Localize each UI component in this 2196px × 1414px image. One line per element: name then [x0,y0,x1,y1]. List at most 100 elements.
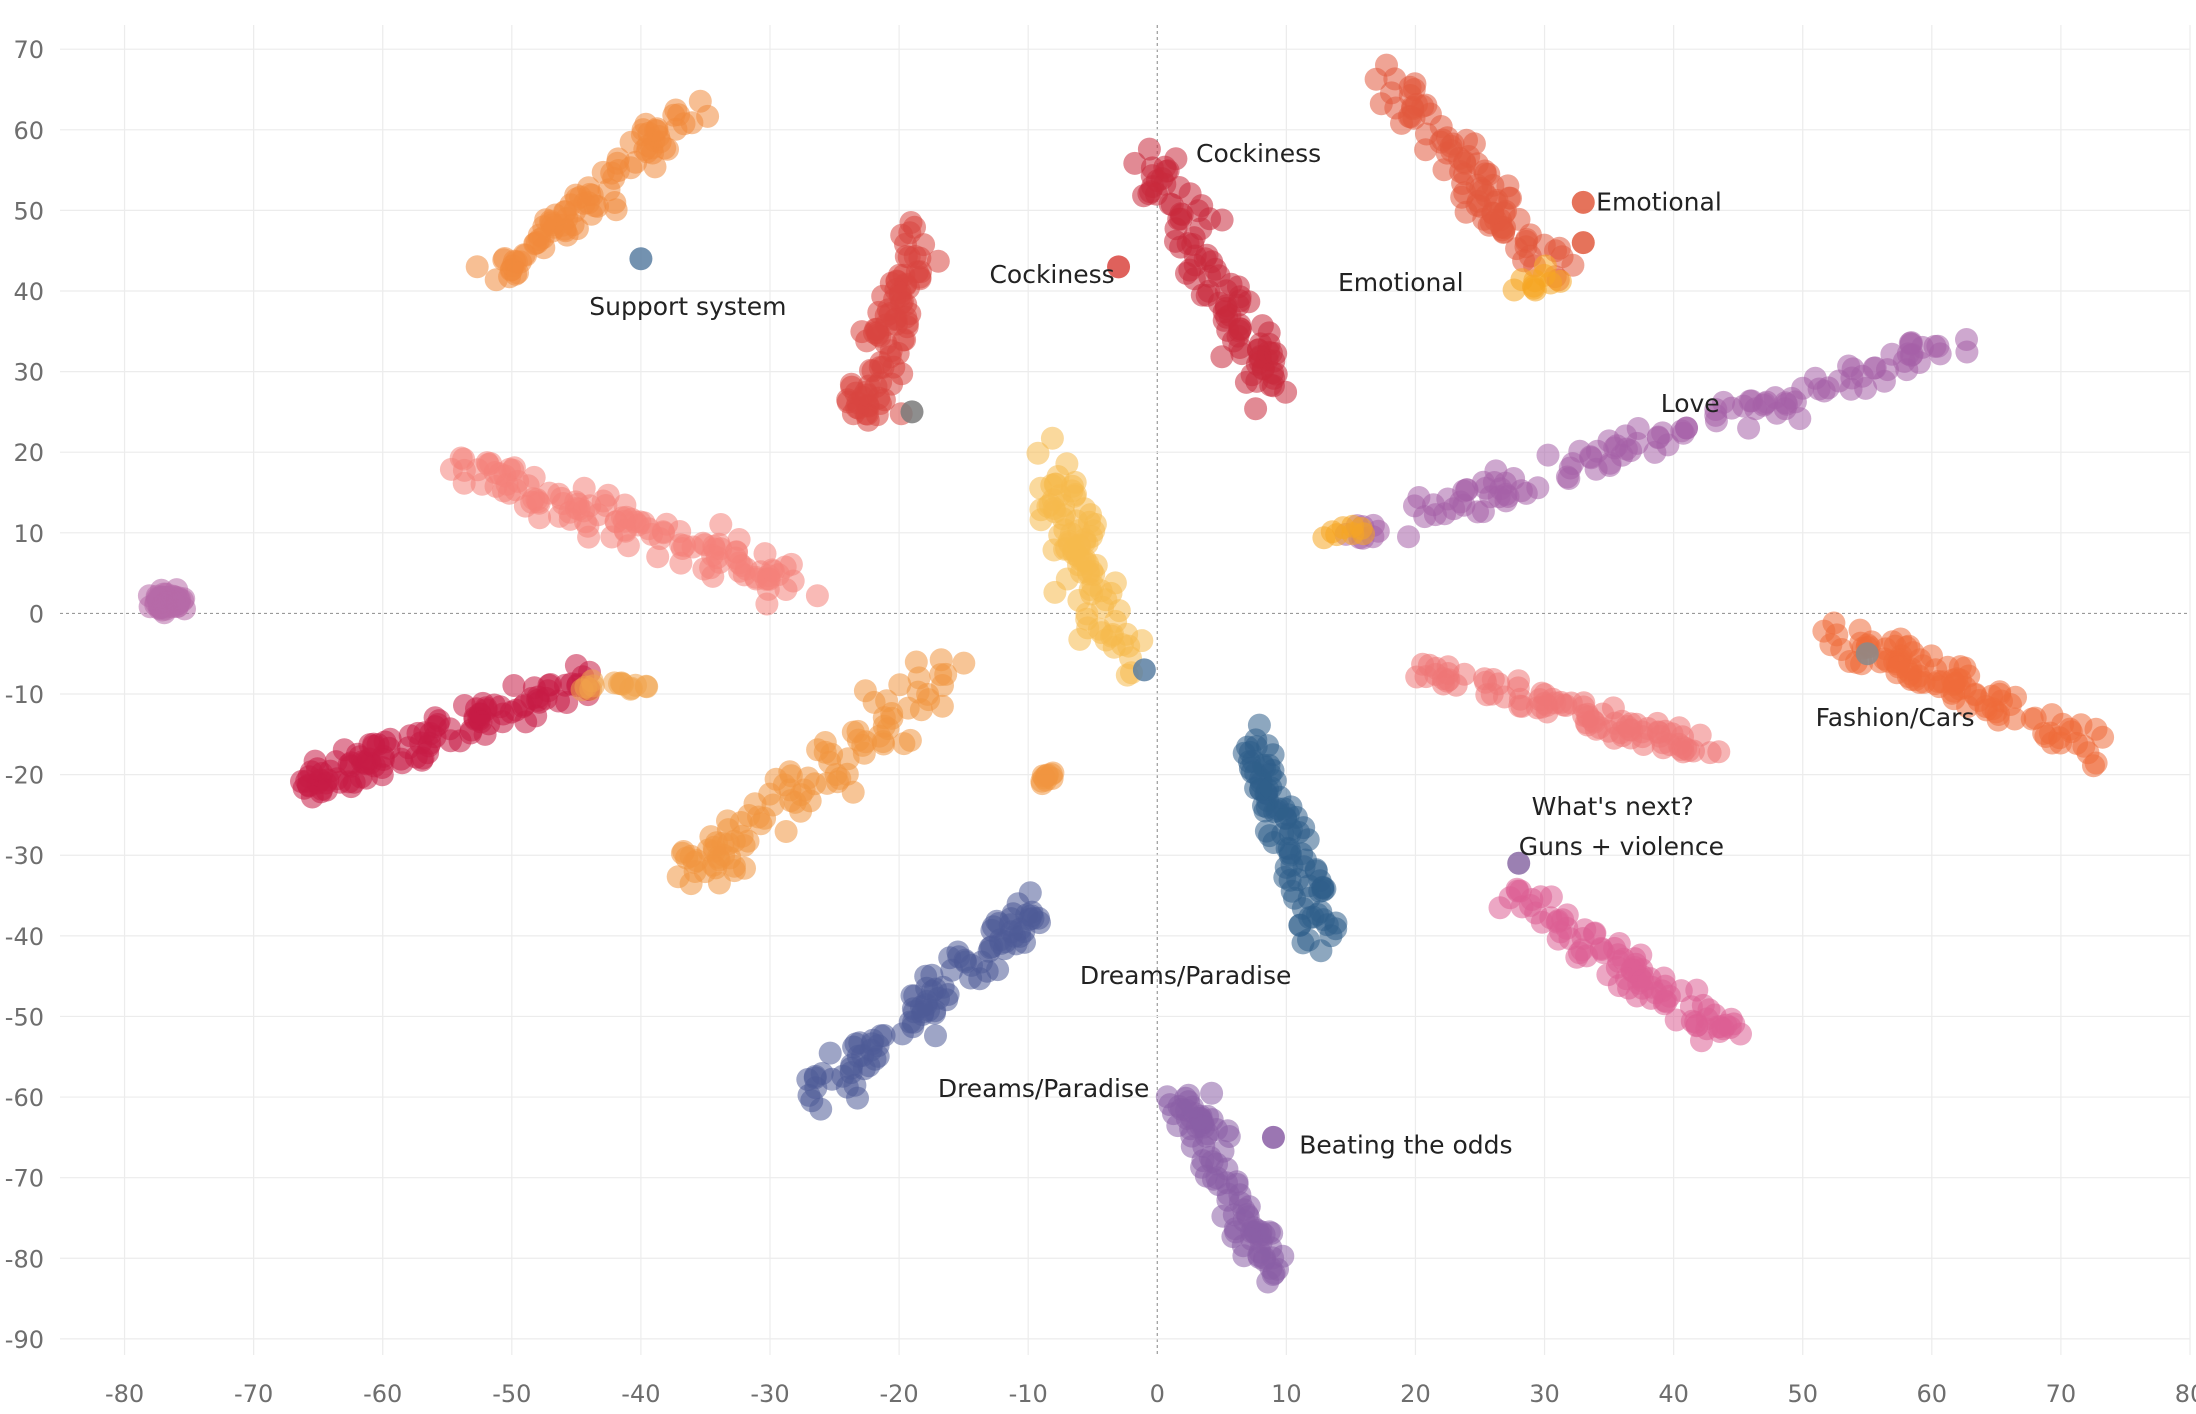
data-point [2040,703,2064,727]
annotation-label: Beating the odds [1299,1130,1512,1159]
data-point [1019,904,1043,928]
data-point [1614,424,1638,448]
data-point [586,194,609,218]
x-tick-label: -60 [363,1380,402,1408]
data-point [728,559,752,583]
data-point [1203,257,1227,281]
data-point [669,533,693,557]
x-tick-label: 10 [1271,1380,1302,1408]
data-point [466,458,490,482]
data-point [1561,452,1585,476]
highlighted-point [1855,642,1879,666]
data-point [1180,1135,1204,1158]
data-point [527,690,551,714]
data-point [774,820,798,843]
data-point [1449,490,1473,514]
data-point [1887,655,1910,679]
data-point [1043,500,1067,524]
data-point [1872,369,1896,393]
data-point [469,702,493,726]
data-point [526,231,549,254]
x-tick-label: -10 [1009,1380,1048,1408]
y-tick-label: 40 [13,278,44,306]
data-point [986,958,1010,982]
data-point [1533,254,1557,278]
data-point [878,345,902,369]
data-point [1219,272,1243,296]
data-point [779,764,803,788]
data-point [1610,443,1634,467]
data-point [1123,151,1147,175]
data-point [1422,493,1445,517]
data-point [1210,208,1234,232]
data-point [910,1003,934,1026]
data-point [1508,694,1532,718]
data-point [438,717,462,741]
data-point [835,762,859,786]
data-point [1228,1191,1252,1215]
data-point [1181,1095,1204,1119]
data-point [1536,443,1560,467]
data-point [846,1086,869,1110]
data-point [818,1041,842,1065]
data-point [564,654,588,677]
highlighted-point [1571,231,1595,255]
data-point [841,780,865,804]
data-point [940,958,964,982]
data-point [2058,717,2082,741]
data-point [1215,1157,1239,1181]
data-point [1704,409,1728,433]
data-point [1390,111,1413,135]
data-point [1398,84,1422,107]
y-tick-label: -30 [5,842,44,870]
x-tick-label: -30 [750,1380,789,1408]
data-point [1671,735,1695,759]
data-point [781,569,805,593]
data-point [1680,1009,1704,1033]
data-point [1182,267,1206,291]
data-point [1502,278,1526,302]
data-point [1565,945,1589,969]
data-point [1210,345,1234,369]
data-point [861,1028,885,1052]
annotation-label: What's next? [1532,792,1694,821]
y-tick-label: 10 [13,520,44,548]
data-point [1603,711,1627,735]
data-point [840,1053,864,1077]
data-point [465,255,489,279]
data-point [1200,1081,1224,1105]
highlighted-point [1261,1125,1285,1149]
data-point [2003,707,2027,731]
y-tick-label: 60 [13,117,44,145]
data-point [1240,1227,1263,1251]
x-tick-label: 80 [2175,1380,2196,1408]
data-point [888,673,912,697]
data-point [1718,1016,1742,1039]
data-point [337,770,361,794]
data-point [1244,397,1268,421]
y-tick-label: -40 [5,923,44,951]
data-point [634,674,658,698]
data-point [664,98,688,122]
data-point [1740,389,1764,413]
data-point [803,772,827,796]
data-point [502,674,526,697]
annotation-label: Fashion/Cars [1816,703,1975,732]
data-point [1288,913,1312,937]
data-point [1582,710,1606,734]
annotation-label: Guns + violence [1519,832,1724,861]
data-point [1475,184,1498,208]
data-point [1440,139,1464,163]
data-point [1901,641,1925,665]
data-point [1669,979,1693,1003]
data-point [1481,201,1505,225]
highlighted-point [629,247,653,271]
data-point [1720,396,1744,420]
data-point [1060,474,1084,498]
data-point [1561,253,1585,277]
y-tick-label: -80 [5,1245,44,1273]
data-point [1539,885,1563,909]
data-point [2040,731,2064,755]
data-point [596,483,620,507]
data-point [1261,361,1284,385]
